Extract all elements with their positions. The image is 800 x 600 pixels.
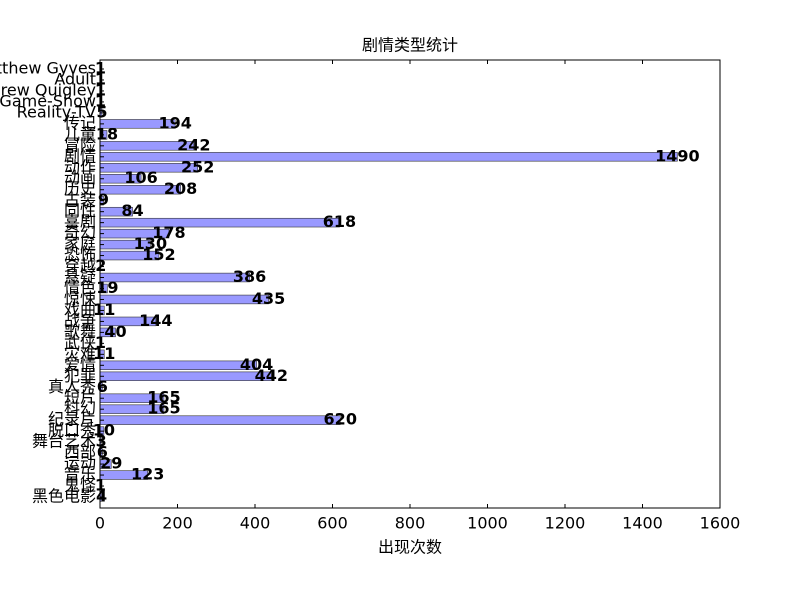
y-tick-label: 爱情 [64,355,96,374]
y-tick-label: 古装 [64,190,96,209]
value-label: 3 [96,432,107,451]
y-tick-label: 动作 [64,157,96,176]
value-label: 165 [147,388,180,407]
y-tick-label: 家庭 [64,234,96,253]
y-tick-label: 真人秀 [48,377,96,396]
y-tick-label: 运动 [64,454,96,473]
bar [99,272,250,283]
x-tick-label: 1000 [467,514,508,533]
value-label: 194 [158,113,191,132]
value-label: 404 [240,355,273,374]
y-tick-label: 犯罪 [64,366,96,385]
value-label: 618 [323,212,356,231]
y-tick-label: 戏曲 [64,300,96,319]
y-tick-label: 历史 [64,179,96,198]
y-tick-label: Game-Show [0,91,96,110]
y-tick-label: Reality-TV [17,102,96,121]
value-label: 435 [252,289,285,308]
x-tick-label: 0 [95,514,105,533]
y-tick-label: 战争 [64,311,96,330]
value-label: 178 [152,223,185,242]
bar [99,415,341,425]
y-tick-label: 脱口秀 [48,421,96,440]
axes-frame [99,59,721,509]
y-tick-label: 黑色电影 [32,487,96,506]
value-label: 84 [121,201,143,220]
y-tick-label: 短片 [64,388,96,407]
value-label: 9 [98,190,109,209]
value-label: 6 [97,377,108,396]
y-tick-label: Andrew Quigley [0,80,96,99]
value-label: 4 [96,487,107,506]
value-label: 242 [177,135,210,154]
value-label: 11 [93,300,115,319]
y-tick-label: 同性 [64,201,96,220]
y-tick-label: 悬疑 [64,267,96,286]
y-tick-label: 情色 [64,278,96,297]
bar [99,360,257,370]
bar [99,294,269,305]
value-label: 5 [96,102,107,121]
value-label: 40 [104,322,126,341]
value-label: 442 [255,366,288,385]
y-tick-label: 歌舞 [64,322,96,341]
x-tick-label: 1600 [700,514,741,533]
value-label: 106 [124,168,157,187]
y-tick-label: Matthew Gyves [0,59,96,78]
value-label: 10 [93,421,115,440]
value-label: 1490 [655,146,700,165]
y-tick-label: 奇幻 [64,223,96,242]
value-label: 144 [139,311,172,330]
value-label: 18 [96,124,118,143]
value-label: 386 [233,267,266,286]
y-tick-label: Adult [54,69,96,88]
y-tick-label: 科幻 [64,399,96,418]
y-tick-label: 冒险 [64,135,96,154]
y-tick-label: 恐怖 [64,245,96,264]
value-label: 19 [96,278,118,297]
value-label: 252 [181,157,214,176]
y-tick-label: 剧情 [64,146,96,165]
x-tick-label: 200 [162,514,193,533]
y-tick-label: 西部 [64,443,96,462]
value-label: 130 [134,234,167,253]
y-tick-label: 舞台艺术 [32,432,96,451]
x-tick-label: 400 [240,514,271,533]
chart-title: 剧情类型统计 [362,36,458,55]
value-label: 29 [100,454,122,473]
value-label: 620 [324,410,357,429]
y-tick-label: 鬼怪 [64,476,96,495]
y-tick-label: 灾难 [64,344,96,363]
value-label: 2 [95,256,106,275]
x-tick-label: 600 [317,514,348,533]
y-tick-label: 动画 [64,168,96,187]
x-tick-label: 1400 [622,514,663,533]
value-label: 208 [164,179,197,198]
value-label: 165 [147,399,180,418]
y-tick-label: 武侠 [64,333,96,352]
x-axis-label: 出现次数 [378,538,442,557]
y-tick-label: 儿童 [64,124,96,143]
y-tick-label: 纪录片 [48,410,96,429]
x-tick-label: 800 [395,514,426,533]
value-label: 152 [142,245,175,264]
value-label: 6 [97,443,108,462]
y-tick-label: 穿越 [64,256,96,275]
x-tick-label: 1200 [545,514,586,533]
value-label: 11 [93,344,115,363]
y-tick-label: 惊悚 [64,289,96,308]
value-label: 123 [131,465,164,484]
y-tick-label: 传记 [64,113,96,132]
y-tick-label: 音乐 [64,465,96,484]
y-tick-label: 喜剧 [64,212,96,231]
